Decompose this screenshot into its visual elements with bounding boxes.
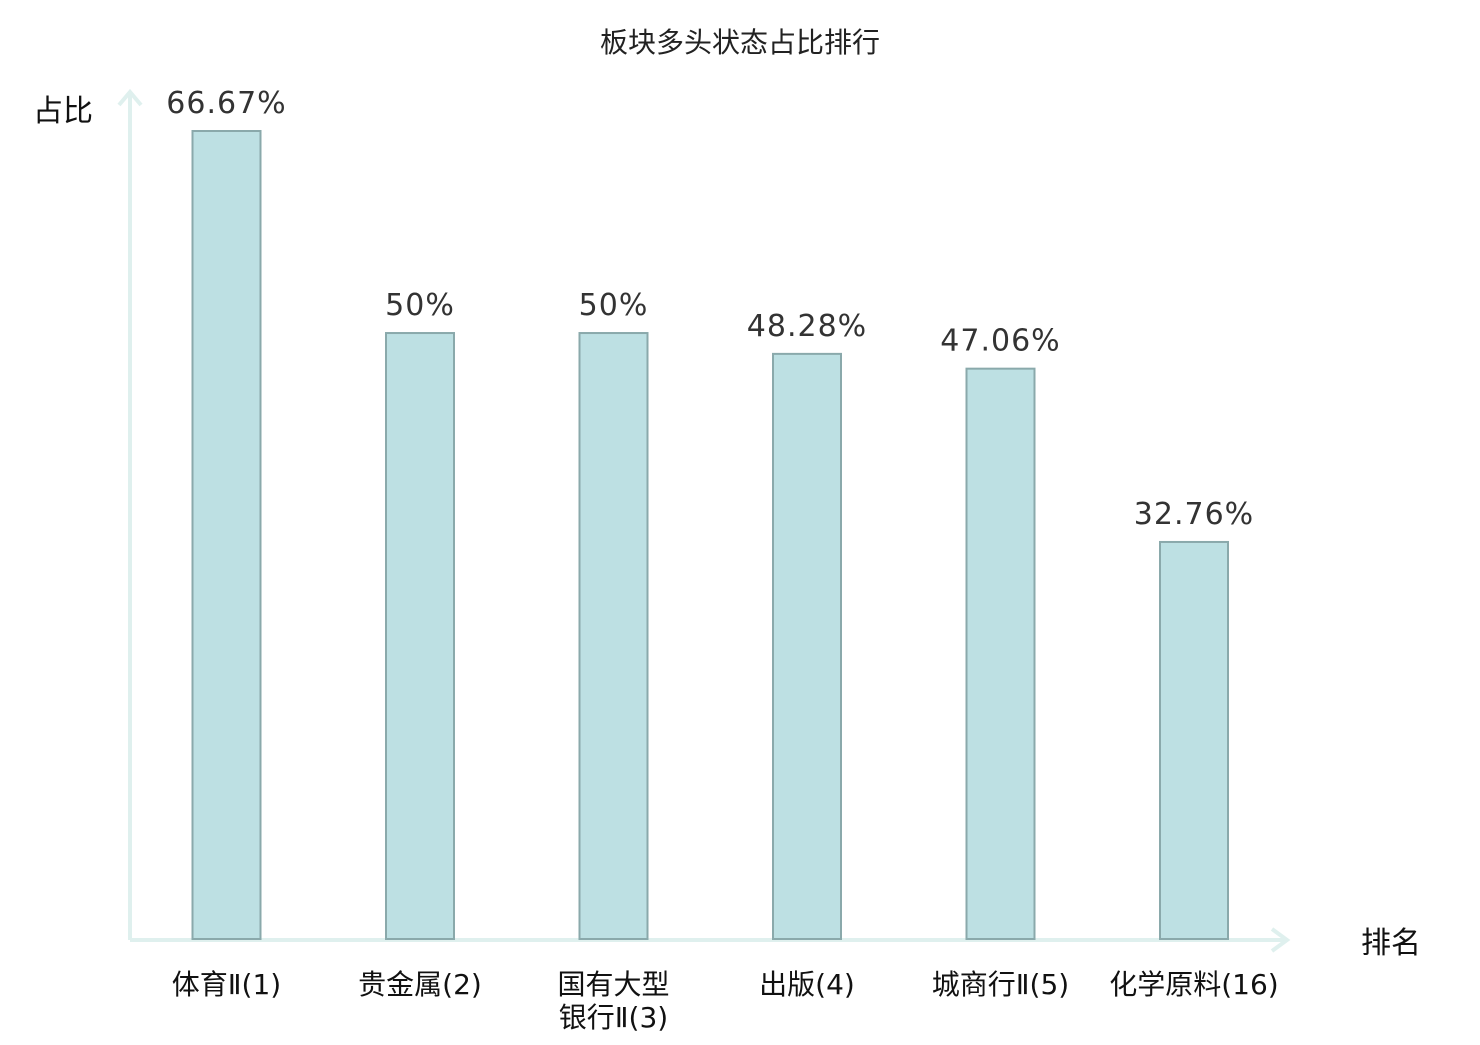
y-axis-arrowhead: [117, 88, 143, 107]
value-label-6: 32.76%: [1134, 497, 1254, 532]
x-tick-label-2: 贵金属(2): [358, 968, 482, 1001]
bars-group: [191, 130, 1229, 941]
value-labels-group: 66.67% 50% 50% 48.28% 47.06% 32.76%: [166, 86, 1254, 532]
chart-title: 板块多头状态占比排行: [600, 26, 880, 59]
value-label-1: 66.67%: [166, 86, 286, 121]
value-label-4: 48.28%: [747, 309, 867, 344]
bar-3: [578, 332, 649, 941]
x-axis-arrowhead: [1270, 927, 1291, 953]
x-axis-label: 排名: [1361, 926, 1421, 961]
x-tick-label-5: 城商行Ⅱ(5): [932, 968, 1069, 1001]
x-tick-label-1: 体育Ⅱ(1): [172, 968, 281, 1001]
value-label-3: 50%: [579, 288, 649, 323]
bar-1: [191, 130, 262, 940]
value-label-2: 50%: [385, 288, 455, 323]
bar-6: [1159, 540, 1229, 940]
x-tick-label-3-line-1: 国有大型: [557, 968, 669, 1001]
bar-4: [772, 352, 842, 940]
bar-2: [385, 332, 455, 941]
x-tick-label-4: 出版(4): [759, 968, 855, 1001]
value-label-5: 47.06%: [940, 324, 1060, 359]
bar-5: [965, 367, 1036, 940]
x-tick-label-6: 化学原料(16): [1109, 968, 1278, 1001]
y-axis-label: 占比: [33, 94, 93, 129]
axes: [117, 88, 1291, 953]
x-tick-label-3-line-2: 银行Ⅱ(3): [559, 1001, 668, 1034]
